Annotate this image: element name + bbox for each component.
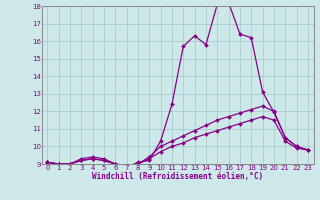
X-axis label: Windchill (Refroidissement éolien,°C): Windchill (Refroidissement éolien,°C) [92,172,263,181]
